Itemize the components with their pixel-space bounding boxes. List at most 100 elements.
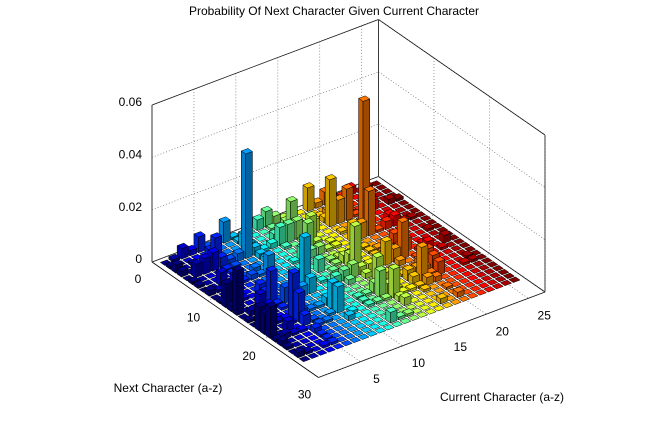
bar [377,302,390,309]
bar-top [204,285,217,292]
bar-front [211,250,220,272]
bar-top [215,267,228,274]
bar [424,308,437,315]
bar-top [474,271,488,278]
bar-top [282,218,295,225]
bar-top [502,272,515,280]
bar-top [298,309,312,316]
bar-top [390,321,404,328]
bar [486,261,499,268]
bar-side [374,267,380,298]
bar [455,266,468,274]
bar [224,241,237,248]
x-tick-label: 15 [454,340,468,354]
bar [375,184,388,191]
bar-top [287,267,300,275]
bar [380,206,393,213]
bar [365,330,378,337]
bar [349,220,362,272]
bar-top [271,247,284,254]
bar [340,322,353,329]
bar-top [170,259,184,266]
grid-line [378,123,546,240]
bar [337,329,351,336]
bar [279,241,293,251]
bar-top [346,218,360,225]
grid-line [262,253,490,340]
bar-top [452,238,466,245]
bar-top [469,267,482,274]
bar [418,304,432,311]
bar [360,308,373,315]
bar-top [405,211,418,218]
bar [402,203,416,210]
bar-top [499,279,513,287]
bar-top [193,280,206,287]
bar [190,258,203,279]
bar [469,285,482,292]
bar-top [343,297,356,304]
bar-top [341,183,354,190]
bar-top [363,245,376,252]
bar [271,247,284,254]
bar-side [288,270,293,319]
bar [368,323,381,330]
bar-top [377,302,390,309]
bar [343,332,356,340]
bar-side [293,289,299,323]
bar-top [407,314,420,321]
bar [405,283,418,293]
bar-top [221,263,234,270]
bar [349,318,362,326]
bar-top [399,317,412,325]
bar [466,274,479,281]
bar-top [326,277,340,284]
bar-top [277,251,290,258]
bar-top [421,297,434,304]
bar [279,261,292,269]
bar [252,214,265,232]
bar [332,281,345,314]
bar [452,238,466,245]
bar-top [441,248,454,255]
bar-top [416,241,429,248]
bar [374,265,387,298]
bar [360,288,373,298]
bar-top [385,306,398,313]
bar [343,274,356,286]
bar-top [329,258,343,265]
bar-top [279,241,293,248]
bar [315,275,329,285]
bar-top [313,241,326,248]
bar [390,303,404,310]
bar-front [329,177,337,228]
bar-top [394,255,407,262]
bar-top [402,264,415,271]
bar-top [274,258,287,265]
bar-top [410,289,423,296]
bar [480,275,493,282]
bar-top [419,215,432,222]
bar-top [198,252,212,260]
bar-top [483,286,496,293]
bar-top [254,288,267,296]
bar [343,309,356,322]
bar-top [301,330,314,338]
bar [348,336,362,344]
x-tick-label: 10 [412,356,426,370]
bar-top [480,257,493,264]
bar-top [497,268,510,276]
bar-top [486,261,499,268]
bar [307,334,320,341]
bar [277,251,290,258]
bar [466,292,479,299]
bar [447,252,460,259]
bar [293,334,306,341]
bar-top [494,275,507,283]
bar-top [362,319,376,326]
bar-top [321,228,335,235]
z-tick-label: 0.06 [119,95,143,109]
bar [408,225,421,232]
bar [497,268,510,276]
bar-top [240,148,253,155]
